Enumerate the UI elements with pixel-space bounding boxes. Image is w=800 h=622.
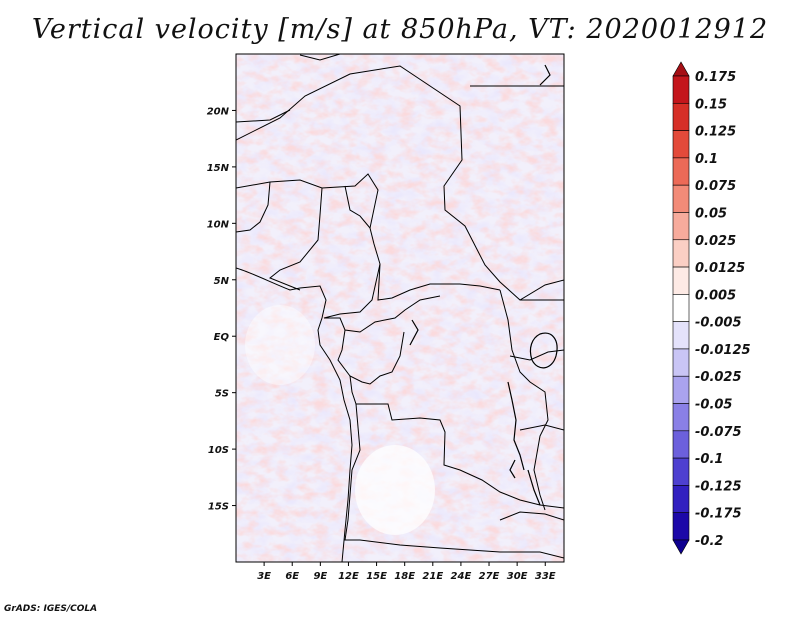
plot-frame — [235, 53, 565, 563]
colorbar-label: 0.025 — [695, 234, 736, 249]
country-borders — [236, 54, 564, 559]
colorbar-label: -0.1 — [695, 452, 723, 467]
colorbar-swatch — [672, 321, 690, 350]
colorbar-swatch — [672, 457, 690, 486]
lon-tick-label: 33E — [535, 571, 556, 582]
lakes — [409, 64, 558, 506]
lon-tick-label: 12E — [338, 571, 359, 582]
vertical-velocity-field — [236, 54, 564, 562]
colorbar-swatch — [672, 512, 690, 541]
lon-tick-label: 24E — [451, 571, 472, 582]
colorbar-label: -0.0125 — [695, 343, 751, 358]
colorbar-label: 0.1 — [695, 152, 718, 167]
colorbar-label: -0.2 — [695, 534, 723, 549]
lon-tick-label: 27E — [479, 571, 500, 582]
colorbar-swatch — [672, 184, 690, 213]
colorbar-label: -0.005 — [695, 316, 742, 331]
colorbar-label: 0.175 — [695, 70, 736, 85]
lon-tick-label: 3E — [257, 571, 271, 582]
colorbar-swatch — [672, 130, 690, 159]
colorbar-label: 0.125 — [695, 125, 736, 140]
lat-tick-label: 15N — [207, 163, 230, 174]
lon-tick-label: 15E — [366, 571, 387, 582]
lat-tick-label: EQ — [214, 332, 230, 343]
colorbar-label: -0.125 — [695, 479, 742, 494]
colorbar-swatch — [672, 485, 690, 514]
lon-tick-label: 30E — [507, 571, 528, 582]
longitude-axis: 3E 6E 9E 12E 15E 18E 21E 24E 27E 30E 33E — [257, 562, 556, 582]
colorbar-label: -0.025 — [695, 370, 742, 385]
colorbar-swatch — [672, 430, 690, 459]
lat-tick-label: 15S — [208, 502, 229, 513]
colorbar-label: -0.075 — [695, 425, 742, 440]
colorbar-label: 0.005 — [695, 288, 736, 303]
lon-tick-label: 9E — [313, 571, 327, 582]
lat-tick-label: 10N — [207, 219, 230, 230]
latitude-axis: 20N 15N 10N 5N EQ 5S 10S 15S — [207, 106, 236, 513]
colorbar-swatch — [672, 102, 690, 131]
lat-tick-label: 5N — [214, 276, 230, 287]
colorbar-swatch — [672, 239, 690, 268]
colorbar-swatch — [672, 375, 690, 404]
lon-tick-label: 6E — [285, 571, 299, 582]
colorbar-swatch — [672, 348, 690, 377]
lat-tick-label: 20N — [207, 106, 230, 117]
lon-tick-label: 21E — [422, 571, 443, 582]
lat-tick-label: 10S — [208, 445, 229, 456]
page-title: Vertical velocity [m/s] at 850hPa, VT: 2… — [31, 14, 769, 45]
colorbar-swatch — [672, 266, 690, 295]
colorbar-swatch — [672, 294, 690, 322]
colorbar-label: -0.175 — [695, 507, 742, 522]
colorbar-label: 0.15 — [695, 97, 727, 112]
colorbar-label: 0.075 — [695, 179, 736, 194]
colorbar-swatch — [672, 157, 690, 186]
colorbar-label: 0.0125 — [695, 261, 745, 276]
colorbar-swatch — [672, 212, 690, 241]
colorbar: 0.175 0.15 0.125 0.1 0.075 0.05 0.025 0.0125 0.0… — [672, 61, 751, 555]
colorbar-top-arrow — [672, 61, 690, 77]
lon-tick-label: 18E — [394, 571, 415, 582]
colorbar-swatch — [672, 403, 690, 432]
lat-tick-label: 5S — [215, 389, 229, 400]
colorbar-swatch — [672, 75, 690, 104]
colorbar-label: -0.05 — [695, 398, 732, 413]
coastline — [236, 267, 353, 562]
colorbar-bottom-arrow — [672, 539, 690, 555]
credit-text: GrADS: IGES/COLA — [4, 604, 98, 614]
colorbar-label: 0.05 — [695, 206, 727, 221]
